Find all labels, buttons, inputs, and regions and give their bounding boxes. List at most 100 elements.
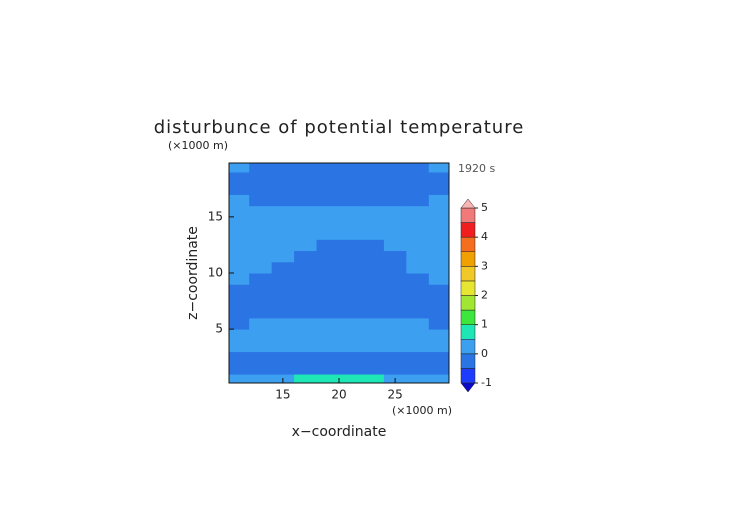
field-cell bbox=[339, 228, 362, 240]
field-cell bbox=[229, 295, 250, 308]
colorbar-label: 2 bbox=[481, 289, 488, 302]
field-cell bbox=[249, 163, 273, 173]
field-cell bbox=[249, 194, 273, 207]
field-cell bbox=[406, 183, 430, 195]
field-cell bbox=[294, 171, 318, 184]
field-cell bbox=[428, 306, 449, 319]
field-cell bbox=[383, 194, 407, 207]
field-cell bbox=[229, 374, 250, 383]
field-cell bbox=[361, 171, 385, 184]
field-cell bbox=[428, 216, 449, 229]
field-cell bbox=[271, 273, 295, 285]
field-cell bbox=[271, 205, 295, 218]
field-cell bbox=[361, 340, 385, 353]
x-tick-label: 20 bbox=[331, 388, 346, 402]
y-tick-label: 10 bbox=[208, 266, 223, 280]
field-cell bbox=[271, 194, 295, 207]
field-cell bbox=[249, 306, 273, 319]
field-cell bbox=[229, 362, 250, 375]
field-cell bbox=[294, 362, 318, 375]
colorbar-box bbox=[460, 266, 476, 282]
field-cell bbox=[406, 171, 430, 184]
field-cell bbox=[294, 351, 318, 364]
field-cell bbox=[229, 205, 250, 218]
field-cell bbox=[316, 228, 340, 240]
field-cell bbox=[249, 250, 273, 263]
field-cell bbox=[428, 340, 449, 353]
x-unit: (×1000 m) bbox=[392, 404, 452, 417]
field-cell bbox=[229, 171, 250, 184]
field-cell bbox=[294, 163, 318, 173]
field bbox=[229, 163, 449, 383]
field-cell bbox=[406, 351, 430, 364]
field-cell bbox=[249, 228, 273, 240]
field-cell bbox=[339, 351, 362, 364]
field-cell bbox=[339, 194, 362, 207]
field-cell bbox=[339, 250, 362, 263]
field-cell bbox=[406, 216, 430, 229]
field-cell bbox=[229, 194, 250, 207]
field-cell bbox=[339, 362, 362, 375]
field-cell bbox=[428, 183, 449, 195]
field-cell bbox=[229, 261, 250, 274]
x-axis-label: x−coordinate bbox=[292, 424, 387, 440]
field-cell bbox=[361, 295, 385, 308]
field-cell bbox=[249, 340, 273, 353]
field-cell bbox=[294, 273, 318, 285]
field-cell bbox=[294, 261, 318, 274]
colorbar-box bbox=[460, 309, 476, 325]
field-cell bbox=[428, 351, 449, 364]
field-cell bbox=[383, 284, 407, 296]
field-cell bbox=[229, 250, 250, 263]
field-cell bbox=[361, 374, 385, 383]
field-cell bbox=[229, 183, 250, 195]
field-cell bbox=[383, 351, 407, 364]
field-cell bbox=[361, 194, 385, 207]
field-cell bbox=[383, 261, 407, 274]
field-cell bbox=[294, 250, 318, 263]
colorbar-label: 3 bbox=[481, 259, 488, 272]
field-cell bbox=[406, 317, 430, 330]
field-cell bbox=[361, 273, 385, 285]
field-cell bbox=[361, 228, 385, 240]
field-cell bbox=[249, 183, 273, 195]
field-cell bbox=[316, 171, 340, 184]
field-cell bbox=[383, 163, 407, 173]
colorbar-label: 0 bbox=[481, 347, 488, 360]
field-cell bbox=[249, 329, 273, 341]
field-cell bbox=[406, 261, 430, 274]
field-cell bbox=[428, 205, 449, 218]
field-cell bbox=[339, 239, 362, 252]
field-cell bbox=[383, 171, 407, 184]
colorbar-box bbox=[460, 280, 476, 296]
field-cell bbox=[249, 239, 273, 252]
colorbar-box bbox=[460, 324, 476, 340]
field-cell bbox=[383, 239, 407, 252]
field-cell bbox=[406, 340, 430, 353]
y-tick-label: 5 bbox=[215, 322, 223, 336]
field-cell bbox=[339, 171, 362, 184]
field-cell bbox=[294, 306, 318, 319]
field-cell bbox=[383, 216, 407, 229]
colorbar-label: 1 bbox=[481, 318, 488, 331]
field-cell bbox=[361, 261, 385, 274]
field-cell bbox=[361, 216, 385, 229]
field-cell bbox=[361, 205, 385, 218]
time-label: 1920 s bbox=[458, 162, 495, 175]
field-cell bbox=[271, 171, 295, 184]
field-cell bbox=[406, 273, 430, 285]
field-cell bbox=[383, 317, 407, 330]
field-cell bbox=[406, 306, 430, 319]
field-cell bbox=[271, 340, 295, 353]
field-cell bbox=[229, 216, 250, 229]
field-cell bbox=[271, 216, 295, 229]
field-cell bbox=[271, 306, 295, 319]
y-tick-label: 15 bbox=[208, 209, 223, 223]
field-cell bbox=[249, 273, 273, 285]
field-cell bbox=[361, 250, 385, 263]
field-cell bbox=[249, 362, 273, 375]
field-cell bbox=[316, 317, 340, 330]
x-tick-label: 15 bbox=[275, 388, 290, 402]
field-cell bbox=[339, 306, 362, 319]
